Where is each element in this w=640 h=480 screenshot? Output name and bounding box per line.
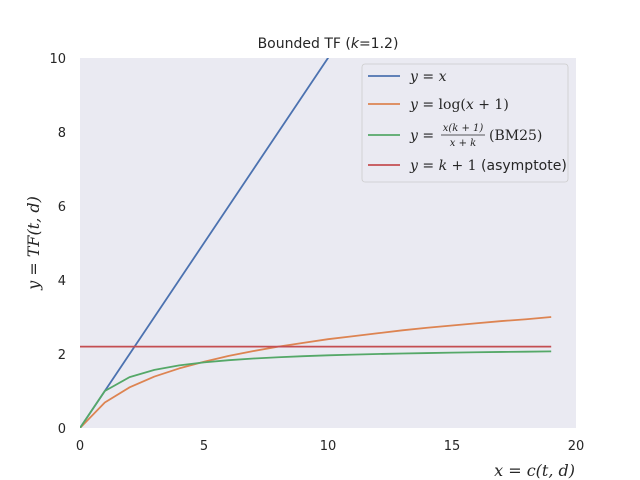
legend-label-asymptote: y = k + 1 (asymptote) — [409, 158, 567, 174]
y-tick-label: 2 — [58, 348, 66, 363]
x-axis-label: x = c(t, d) — [494, 461, 575, 480]
bm25-fraction-numerator: x(k + 1) — [443, 123, 484, 134]
legend: y = x y = log(x + 1) y = x(k + 1) x + k … — [361, 63, 569, 183]
x-tick-label: 15 — [444, 439, 461, 454]
legend-label-bm25: y = x(k + 1) x + k (BM25) — [409, 123, 542, 149]
legend-label-identity: y = x — [409, 69, 447, 85]
x-tick-label: 0 — [76, 439, 84, 454]
svg-text:(BM25): (BM25) — [489, 128, 542, 144]
tick-layer: 0 5 10 15 20 0 2 4 6 8 10 — [49, 52, 584, 454]
legend-box — [361, 63, 569, 183]
series-line-bm25 — [80, 350, 552, 428]
y-tick-label: 6 — [58, 200, 66, 215]
bm25-fraction-denominator: x + k — [450, 138, 476, 149]
y-tick-label: 4 — [58, 274, 66, 289]
y-tick-label: 10 — [49, 52, 66, 67]
y-tick-label: 0 — [58, 422, 66, 437]
series-line-log — [80, 316, 552, 428]
legend-label-log: y = log(x + 1) — [409, 97, 509, 113]
series-line-identity — [80, 58, 330, 428]
series-layer — [80, 58, 552, 428]
x-tick-label: 5 — [200, 439, 208, 454]
y-axis-label: y = TF(t, d) — [24, 196, 43, 291]
x-tick-label: 20 — [568, 439, 585, 454]
y-tick-label: 8 — [58, 126, 66, 141]
x-tick-label: 10 — [320, 439, 337, 454]
chart-title: Bounded TF (k=1.2) — [258, 36, 399, 52]
svg-text:y =: y = — [409, 128, 434, 144]
